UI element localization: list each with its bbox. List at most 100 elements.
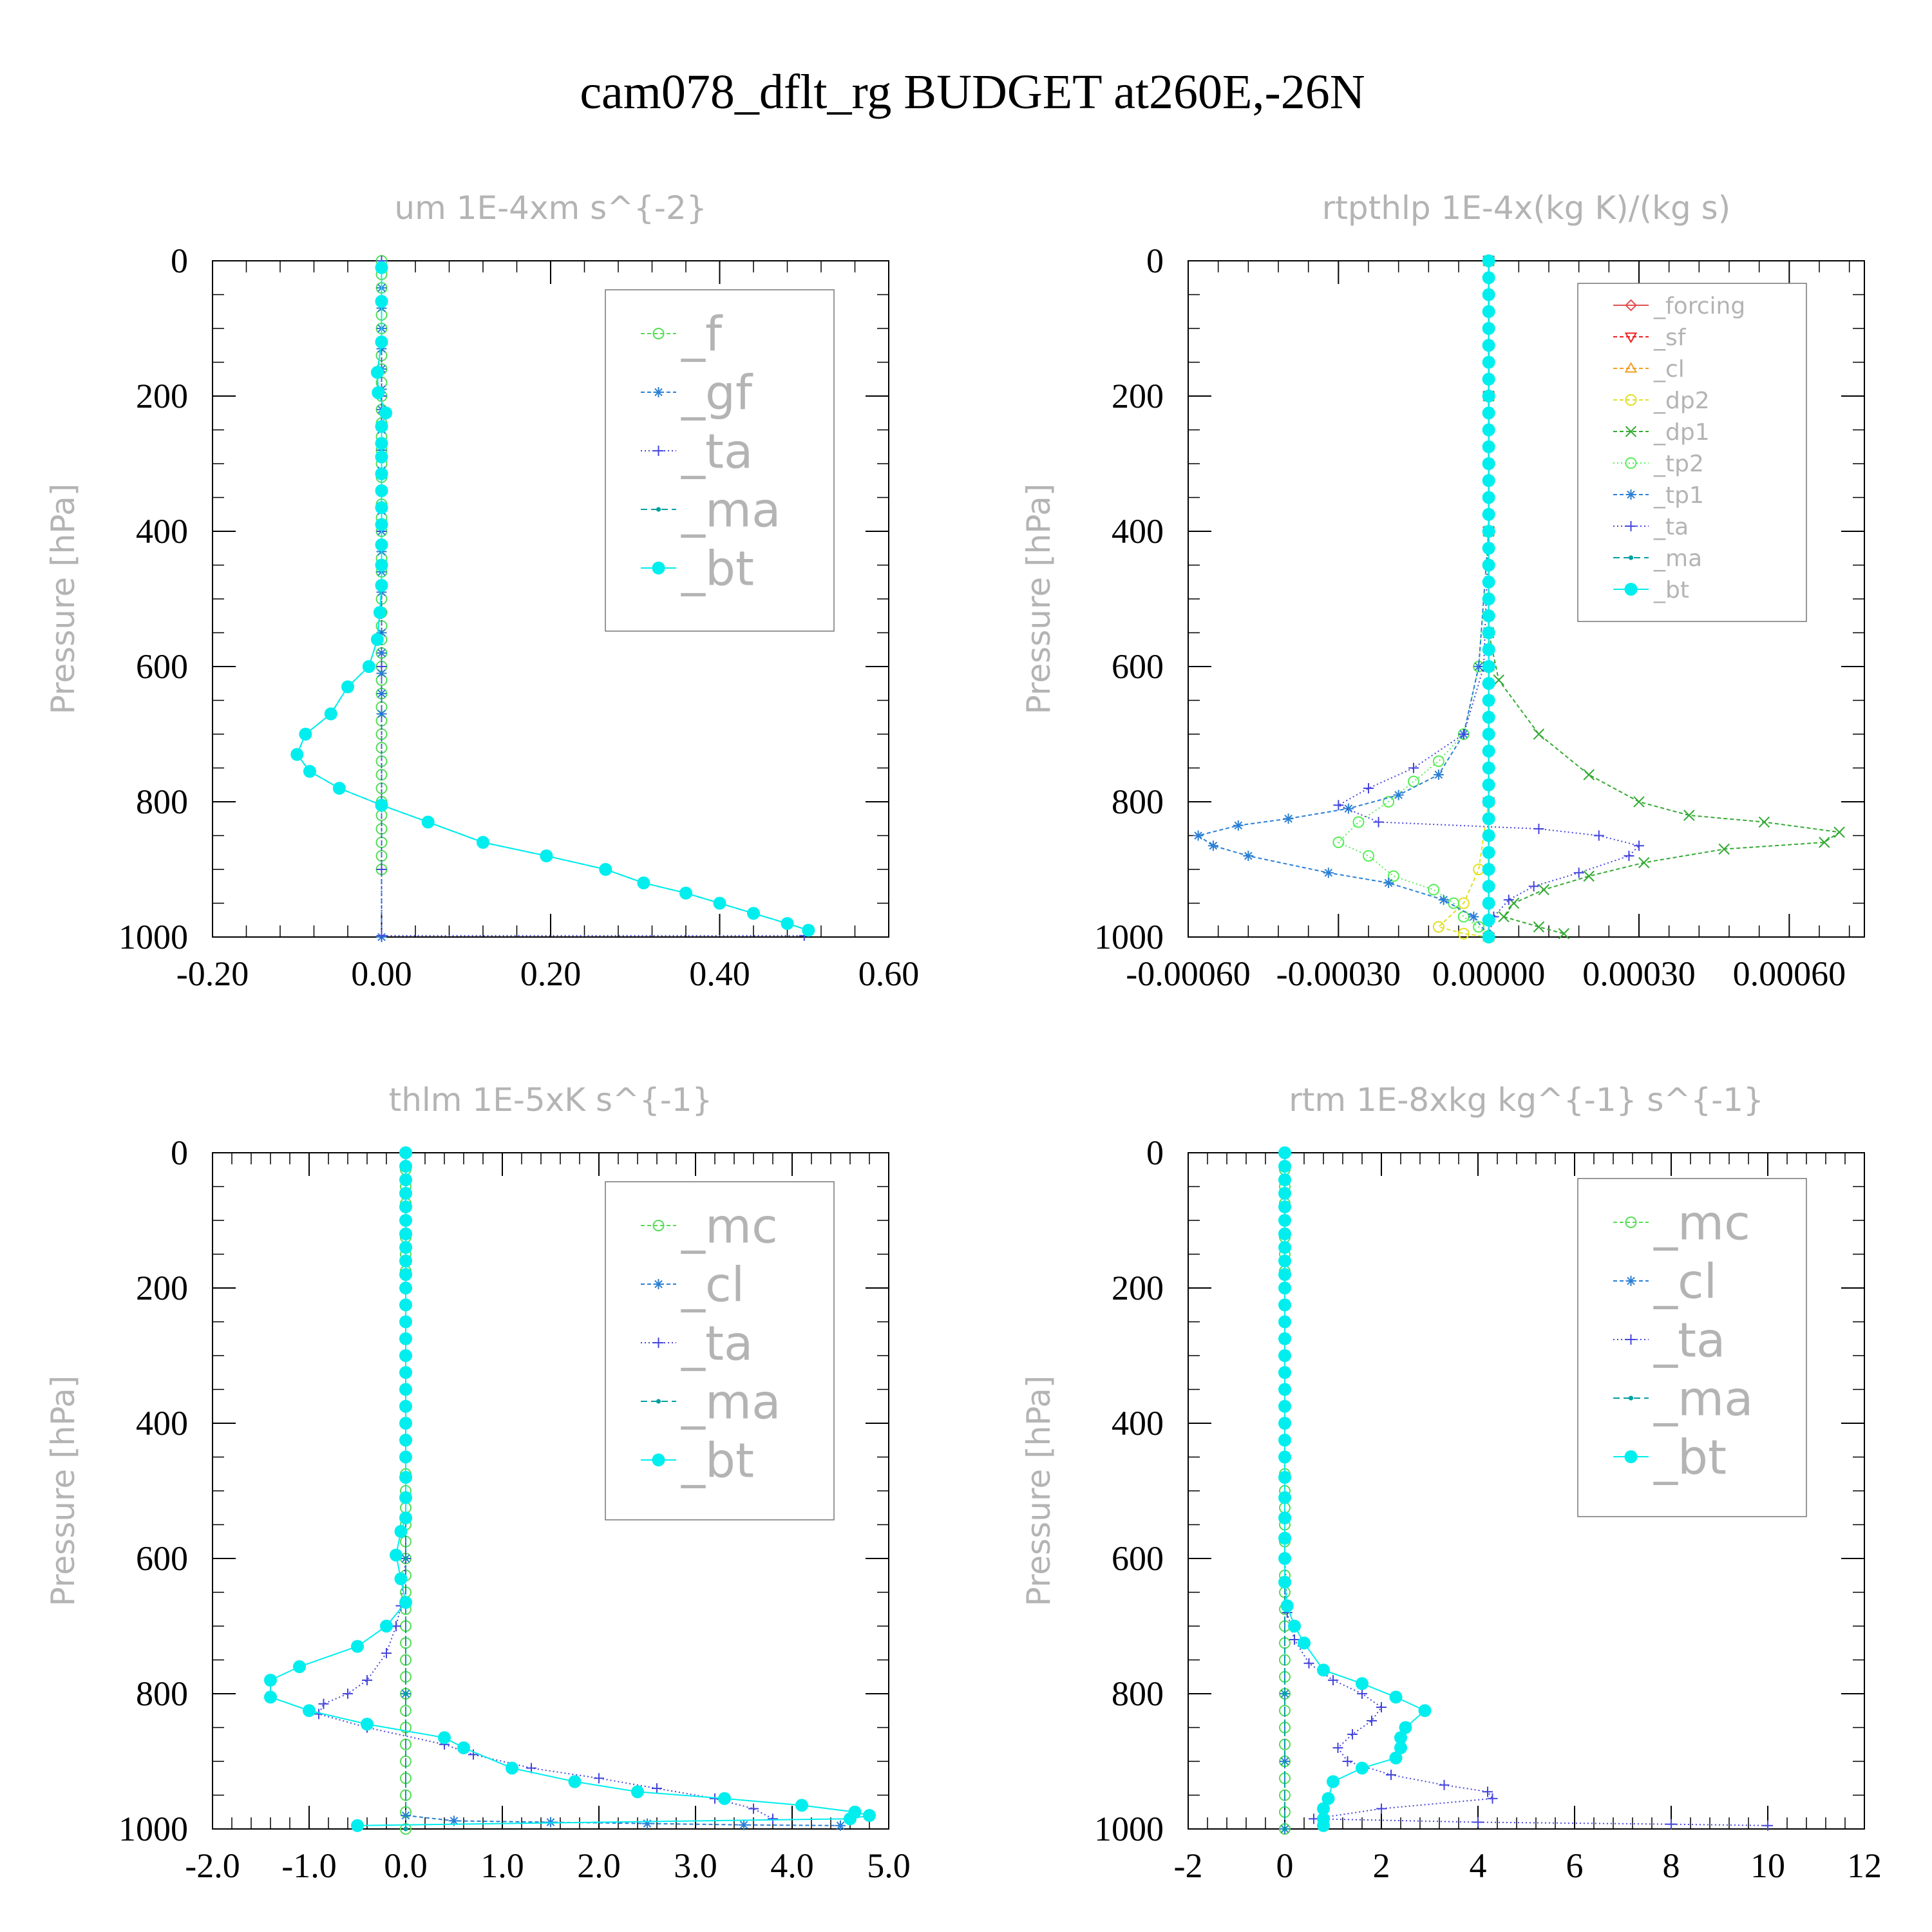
data-point <box>375 450 388 464</box>
data-point <box>1493 674 1504 686</box>
legend-box <box>1577 1178 1807 1517</box>
data-point <box>1624 851 1634 861</box>
data-point <box>1482 254 1495 267</box>
data-point <box>1482 846 1495 859</box>
data-point <box>390 1548 402 1562</box>
x-tick-label: 3.0 <box>674 1846 717 1885</box>
x-tick-label: 0.20 <box>520 954 582 993</box>
data-point <box>1317 1819 1330 1832</box>
data-point <box>1193 830 1204 841</box>
data-point <box>1482 609 1495 623</box>
data-point <box>376 668 387 679</box>
x-tick-label: 0.00 <box>351 954 412 993</box>
data-point <box>1323 867 1334 878</box>
legend-marker <box>653 1279 664 1289</box>
data-point <box>1482 896 1495 910</box>
data-point <box>375 538 388 551</box>
data-point <box>375 261 388 274</box>
data-point <box>399 1298 412 1312</box>
data-point <box>438 1731 451 1745</box>
data-point <box>399 1511 412 1524</box>
data-point <box>376 343 387 354</box>
series-bt <box>1278 1146 1432 1832</box>
data-point <box>1383 878 1394 888</box>
data-point <box>375 558 388 572</box>
data-point <box>375 484 388 497</box>
data-point <box>1482 660 1495 673</box>
data-point <box>375 501 388 515</box>
data-point <box>1482 626 1495 639</box>
data-point <box>1333 800 1344 811</box>
data-point <box>376 648 387 658</box>
legend-label: _cl <box>1653 356 1685 383</box>
y-axis-label: Pressure [hPa] <box>44 484 82 715</box>
legend-marker <box>1625 299 1637 312</box>
data-point <box>403 1826 408 1832</box>
legend-marker <box>1625 426 1637 437</box>
legend: _forcing _sf _cl _dp2 _dp1 _tp2 _tp1 _ta _ma _bt <box>1577 283 1807 622</box>
data-point <box>1482 880 1495 893</box>
x-tick-label: 4.0 <box>770 1846 814 1885</box>
data-point <box>399 1160 412 1173</box>
data-point <box>526 1763 536 1774</box>
legend-label: _ta <box>681 1316 753 1372</box>
data-point <box>1482 592 1495 605</box>
data-point <box>1278 1471 1291 1484</box>
y-tick-label: 800 <box>1112 782 1164 821</box>
data-point <box>399 1227 412 1240</box>
data-point <box>1298 1636 1311 1650</box>
data-point <box>1394 1731 1407 1745</box>
y-tick-label: 800 <box>136 782 188 821</box>
data-point <box>1278 1399 1291 1413</box>
figure-title: cam078_dflt_rg BUDGET at260E,-26N <box>580 65 1365 119</box>
legend-marker <box>1628 555 1634 560</box>
legend-label: _ma <box>681 1375 781 1430</box>
legend-marker <box>1625 394 1637 406</box>
legend-marker <box>652 1220 665 1231</box>
x-tick-label: 0.40 <box>689 954 750 993</box>
data-point <box>1438 895 1449 905</box>
legend-label: _f <box>681 307 723 363</box>
data-point <box>1482 423 1495 437</box>
data-point <box>1289 1634 1300 1645</box>
data-point <box>403 1691 408 1696</box>
y-tick-label: 800 <box>136 1674 188 1713</box>
data-point <box>679 886 692 900</box>
data-point <box>594 1773 604 1784</box>
data-point <box>375 467 388 480</box>
y-tick-label: 600 <box>136 647 188 686</box>
data-point <box>1278 1255 1291 1267</box>
data-point <box>599 863 612 876</box>
x-tick-label: 0.00060 <box>1733 954 1846 993</box>
data-point <box>1468 911 1479 922</box>
data-point <box>1482 440 1495 453</box>
legend-marker <box>1625 1276 1636 1286</box>
data-point <box>290 748 304 761</box>
data-point <box>303 764 316 778</box>
data-point <box>1367 1716 1377 1726</box>
data-point <box>1278 1214 1291 1227</box>
x-tick-label: 12 <box>1847 1846 1882 1885</box>
y-tick-label: 200 <box>1112 1269 1164 1307</box>
y-tick-label: 1000 <box>118 1810 188 1848</box>
data-point <box>1634 840 1644 851</box>
data-point <box>739 1819 749 1830</box>
data-point <box>713 896 726 910</box>
legend-label: _bt <box>1653 577 1689 603</box>
data-point <box>399 1255 412 1267</box>
data-point <box>468 1749 478 1760</box>
data-point <box>362 1675 372 1685</box>
data-point <box>1428 884 1440 896</box>
legend-marker <box>656 1399 661 1404</box>
data-point <box>1278 1552 1291 1565</box>
data-point <box>380 1620 393 1633</box>
series-line <box>1337 261 1490 936</box>
data-point <box>379 406 393 420</box>
data-point <box>1482 305 1495 318</box>
series-line <box>1197 261 1490 936</box>
legend-marker <box>652 562 665 574</box>
data-point <box>399 1383 412 1396</box>
data-point <box>361 1718 374 1731</box>
data-point <box>293 1660 306 1673</box>
legend-label: _ta <box>681 424 753 480</box>
